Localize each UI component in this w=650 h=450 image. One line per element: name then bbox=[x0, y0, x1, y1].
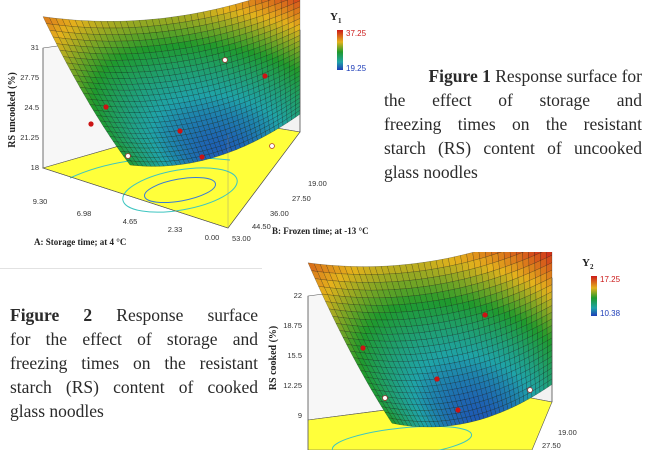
legend-1: Y1 37.25 19.25 bbox=[330, 11, 367, 73]
design-point bbox=[199, 154, 205, 160]
x-tick: 2.33 bbox=[168, 225, 183, 234]
design-point bbox=[88, 121, 94, 127]
caption-label: Figure 2 bbox=[10, 305, 93, 325]
y-tick: 22 bbox=[294, 291, 302, 300]
design-point bbox=[222, 57, 228, 63]
z-tick: 44.50 bbox=[252, 222, 271, 231]
z-tick: 27.50 bbox=[542, 441, 561, 450]
x-tick: 9.30 bbox=[33, 197, 48, 206]
y-axis-1: 31 27.75 24.5 21.25 18 RS uncooked (%) bbox=[7, 43, 39, 172]
legend-min: 10.38 bbox=[600, 309, 621, 318]
design-point bbox=[434, 376, 440, 382]
design-point bbox=[269, 143, 275, 149]
design-point bbox=[382, 395, 388, 401]
design-point bbox=[125, 153, 131, 159]
y-tick: 12.25 bbox=[283, 381, 302, 390]
caption-text: for the effect of storage and bbox=[10, 329, 258, 349]
figure-2-caption: Figure 2 Response surface for the effect… bbox=[10, 303, 258, 423]
y-tick: 31 bbox=[31, 43, 39, 52]
z-tick: 27.50 bbox=[292, 194, 311, 203]
legend-title: Y1 bbox=[330, 11, 342, 25]
legend-max: 17.25 bbox=[600, 275, 621, 284]
z-axis-2: 19.00 27.50 bbox=[542, 428, 577, 450]
design-point bbox=[455, 407, 461, 413]
z-axis-1: 19.00 27.50 36.00 44.50 53.00 B: Frozen … bbox=[232, 179, 369, 243]
figure-1-caption: Figure 1 Response surface for the effect… bbox=[384, 64, 642, 184]
design-point bbox=[103, 104, 109, 110]
figure-2-chart: 22 18.75 15.5 12.25 9 RS cooked (%) 19.0… bbox=[262, 252, 650, 450]
caption-text: Response surface for bbox=[495, 66, 642, 86]
y-tick: 15.5 bbox=[287, 351, 302, 360]
legend-min: 19.25 bbox=[346, 64, 367, 73]
y-axis-label: RS cooked (%) bbox=[268, 326, 279, 390]
y-tick: 9 bbox=[298, 411, 302, 420]
x-tick: 6.98 bbox=[77, 209, 92, 218]
figure-1-chart: 31 27.75 24.5 21.25 18 RS uncooked (%) 9… bbox=[0, 0, 372, 262]
design-point bbox=[482, 312, 488, 318]
y-axis-label: RS uncooked (%) bbox=[7, 72, 18, 148]
figure-1-svg: 31 27.75 24.5 21.25 18 RS uncooked (%) 9… bbox=[7, 0, 369, 247]
caption-text: starch (RS) content of uncooked bbox=[384, 138, 642, 158]
caption-text: freezing times on the resistant bbox=[10, 353, 258, 373]
y-tick: 21.25 bbox=[20, 133, 39, 142]
figure-2-svg: 22 18.75 15.5 12.25 9 RS cooked (%) 19.0… bbox=[268, 252, 621, 450]
y-tick: 27.75 bbox=[20, 73, 39, 82]
x-tick: 0.00 bbox=[205, 233, 220, 242]
separator bbox=[0, 268, 262, 269]
legend-colorbar bbox=[337, 30, 343, 70]
x-axis-label: A: Storage time; at 4 °C bbox=[34, 237, 126, 247]
x-axis-1: 9.30 6.98 4.65 2.33 0.00 A: Storage time… bbox=[33, 197, 220, 247]
legend-title: Y2 bbox=[582, 257, 594, 271]
z-axis-label: B: Frozen time; at -13 °C bbox=[272, 226, 369, 236]
caption-text: glass noodles bbox=[384, 162, 478, 182]
caption-text: starch (RS) content of cooked bbox=[10, 377, 258, 397]
caption-text: glass noodles bbox=[10, 401, 104, 421]
design-point bbox=[360, 345, 366, 351]
z-tick: 36.00 bbox=[270, 209, 289, 218]
caption-text: Response surface bbox=[116, 305, 258, 325]
design-point bbox=[262, 73, 268, 79]
y-axis-2: 22 18.75 15.5 12.25 9 RS cooked (%) bbox=[268, 291, 302, 420]
design-point bbox=[177, 128, 183, 134]
z-tick: 53.00 bbox=[232, 234, 251, 243]
legend-max: 37.25 bbox=[346, 29, 367, 38]
y-tick: 24.5 bbox=[24, 103, 39, 112]
caption-text: freezing times on the resistant bbox=[384, 114, 642, 134]
x-tick: 4.65 bbox=[123, 217, 138, 226]
design-points-1 bbox=[88, 57, 275, 160]
z-tick: 19.00 bbox=[308, 179, 327, 188]
y-tick: 18 bbox=[31, 163, 39, 172]
floor-contours bbox=[331, 425, 473, 450]
legend-2: Y2 17.25 10.38 bbox=[582, 257, 621, 318]
legend-colorbar bbox=[591, 276, 597, 316]
design-point bbox=[527, 387, 533, 393]
design-points-2 bbox=[360, 312, 533, 413]
response-surface-1 bbox=[42, 0, 301, 167]
caption-label: Figure 1 bbox=[428, 66, 491, 86]
z-tick: 19.00 bbox=[558, 428, 577, 437]
y-tick: 18.75 bbox=[283, 321, 302, 330]
caption-text: the effect of storage and bbox=[384, 90, 642, 110]
